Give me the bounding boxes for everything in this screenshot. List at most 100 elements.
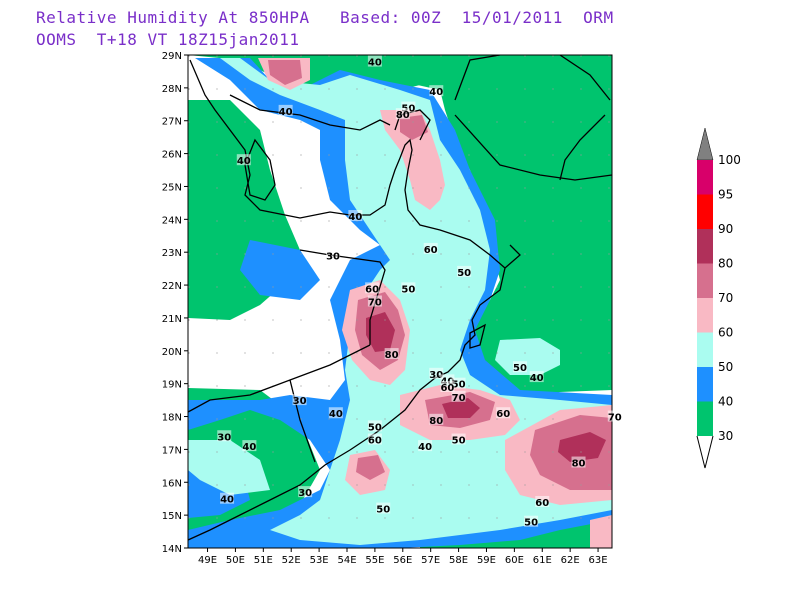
contour-label-bg [292,394,307,406]
colorbar-swatch [697,194,713,229]
contour-label-bg [451,433,466,445]
contour-label-bg [384,348,399,360]
colorbar-label: 90 [718,222,733,236]
contour-label: 30 [298,488,312,499]
contour-label-bg [529,371,544,383]
colorbar-label: 40 [718,395,733,409]
contour-label-bg [457,265,472,277]
plot-frame [187,54,613,549]
contour-label-bg [242,440,257,452]
lon-tick-label: 50E [226,555,245,566]
coastline [394,109,431,141]
contour-label: 60 [440,383,454,394]
contour-label: 80 [385,350,399,361]
lat-tick-label: 21N [162,314,182,325]
contour-label: 30 [217,432,231,443]
lat-tick-label: 26N [162,150,182,161]
contour-label-bg [440,374,455,386]
contour-label: 30 [293,396,307,407]
lat-tick-label: 28N [162,84,182,95]
colorbar-swatch [697,263,713,298]
map-subtitle: OOMS T+18 VT 18Z15jan2011 [36,30,300,49]
colorbar-label: 70 [718,291,733,305]
contour-label: 70 [452,393,466,404]
lat-tick-label: 18N [162,413,182,424]
colorbar-swatch [697,332,713,367]
border [188,344,371,413]
contour-label-bg [367,433,382,445]
axis-ticks: 14N 15N 16N 17N 18N 19N 20N 21N 22N 23N 24N 25N 26N 2… [162,51,608,566]
contour-label: 40 [242,442,256,453]
contour-label: 50 [452,380,466,391]
contour-label: 40 [429,87,443,98]
contour-label: 60 [365,284,379,295]
border [559,55,611,101]
contour-label-bg [401,101,416,113]
contour-label: 30 [326,251,340,262]
contour-label-bg [440,380,455,392]
contour-label: 40 [220,495,234,506]
lon-tick-label: 51E [254,555,273,566]
contour-label: 40 [418,442,432,453]
contour-label-bg [328,407,343,419]
colorbar-top-arrow [696,127,714,161]
contour-label-bg [418,440,433,452]
lon-tick-label: 49E [198,555,217,566]
contour-label-bg [607,410,622,422]
colorbar-swatch [697,229,713,264]
colorbar-label: 95 [718,188,733,202]
lon-tick-label: 55E [365,555,384,566]
colorbar-label: 50 [718,360,733,374]
colorbar-label: 60 [718,326,733,340]
contour-label-bg [429,413,444,425]
contour-label-bg [451,377,466,389]
contour-label-bg [217,430,232,442]
contour-label-bg [326,249,341,261]
colorbar-swatch [697,367,713,402]
coastline [469,323,486,349]
border [229,94,391,131]
lon-tick-label: 58E [449,555,468,566]
lon-tick-label: 57E [421,555,440,566]
contour-label-bg [376,502,391,514]
border [559,114,606,181]
contour-label: 50 [457,268,471,279]
contour-label-bg [395,108,410,120]
lat-tick-label: 14N [162,544,182,555]
contour-label-bg [367,55,382,67]
contour-label: 60 [424,245,438,256]
lat-tick-label: 27N [162,117,182,128]
lon-tick-label: 52E [282,555,301,566]
contour-label-bg [348,210,363,222]
border [299,249,386,345]
border [454,55,501,101]
lat-tick-label: 23N [162,248,182,259]
lat-tick-label: 16N [162,478,182,489]
lat-tick-label: 20N [162,347,182,358]
contour-label: 70 [368,298,382,309]
colorbar-swatch [697,298,713,333]
lat-tick-label: 17N [162,445,182,456]
contour-label: 60 [368,436,382,447]
contour-label: 40 [368,58,382,69]
contour-label: 50 [368,422,382,433]
contour-label: 50 [401,284,415,295]
contour-label: 60 [496,409,510,420]
contour-label-bg [367,295,382,307]
lon-tick-label: 60E [505,555,524,566]
colorbar-label: 100 [718,153,741,167]
contour-label-bg [278,104,293,116]
contour-label: 50 [376,505,390,516]
contour-label: 50 [452,436,466,447]
lon-tick-label: 62E [561,555,580,566]
contour-label: 80 [572,459,586,470]
lon-tick-label: 54E [337,555,356,566]
colorbar-bottom-arrow [696,435,714,469]
contour-label-bg [429,367,444,379]
lon-tick-label: 59E [477,555,496,566]
colorbar-swatch [697,160,713,195]
lat-tick-label: 22N [162,281,182,292]
lat-tick-label: 24N [162,215,182,226]
map-title: Relative Humidity At 850HPA Based: 00Z 1… [36,8,614,27]
